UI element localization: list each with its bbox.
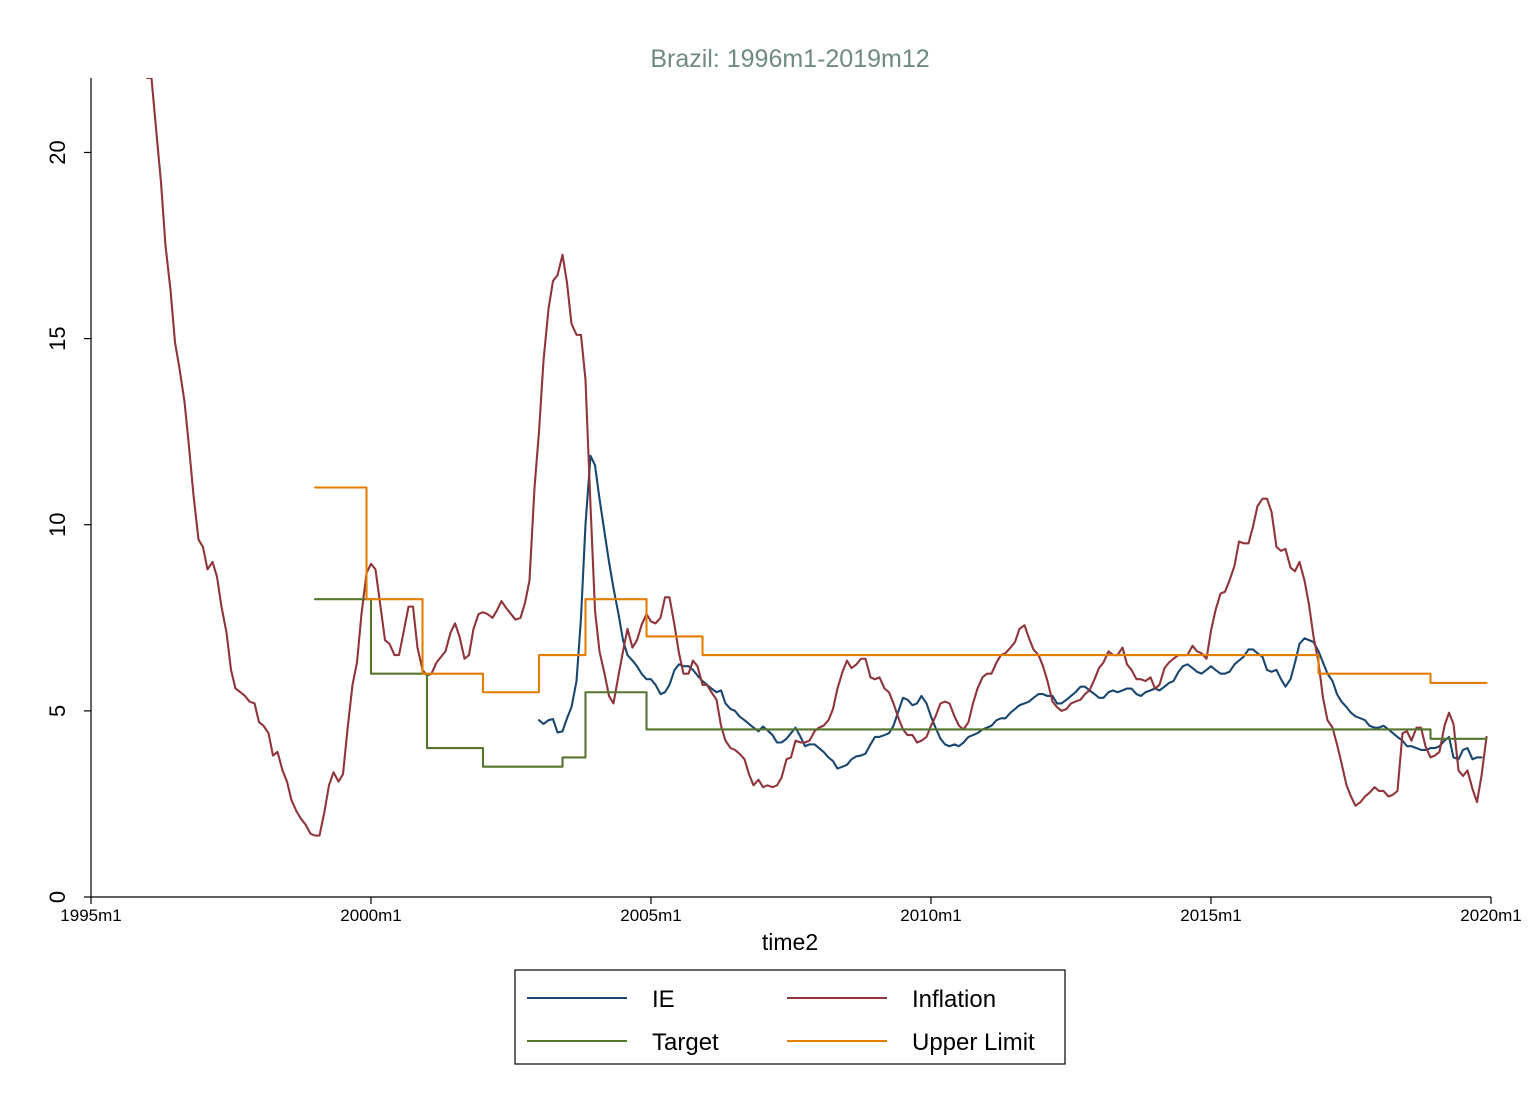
x-tick-label: 2005m1 [620,906,681,925]
chart-title: Brazil: 1996m1-2019m12 [650,45,929,73]
y-tick-label: 20 [45,140,70,164]
legend-box [514,969,1066,1065]
y-tick-label: 5 [45,705,70,717]
legend-item: Upper Limit [787,1029,1035,1056]
y-tick-label: 15 [45,326,70,350]
legend: IE Inflation Target Upper Limit [514,969,1066,1065]
x-tick-label: 2000m1 [340,906,401,925]
y-tick-label: 0 [45,891,70,903]
x-tick-label: 2010m1 [900,906,961,925]
x-tick-label: 2020m1 [1460,906,1521,925]
y-tick-label: 10 [45,512,70,536]
series-line-ie [537,454,1483,770]
axes: 1995m1 2000m1 2005m1 2010m1 2015m1 2020m1 0 5 10… [45,78,1522,925]
x-tick-label: 1995m1 [60,906,121,925]
x-tick-label: 2015m1 [1180,906,1241,925]
legend-label: Inflation [912,986,996,1013]
legend-label: IE [652,986,675,1013]
series-line-inflation [145,78,1488,837]
legend-item: Target [527,1029,719,1056]
series-line-target [313,598,1488,768]
legend-item: IE [527,986,675,1013]
legend-label: Upper Limit [912,1029,1035,1056]
legend-item: Inflation [787,986,996,1013]
x-axis-title: time2 [762,929,818,955]
legend-label: Target [652,1029,719,1056]
series-line-upper-limit [313,486,1488,694]
